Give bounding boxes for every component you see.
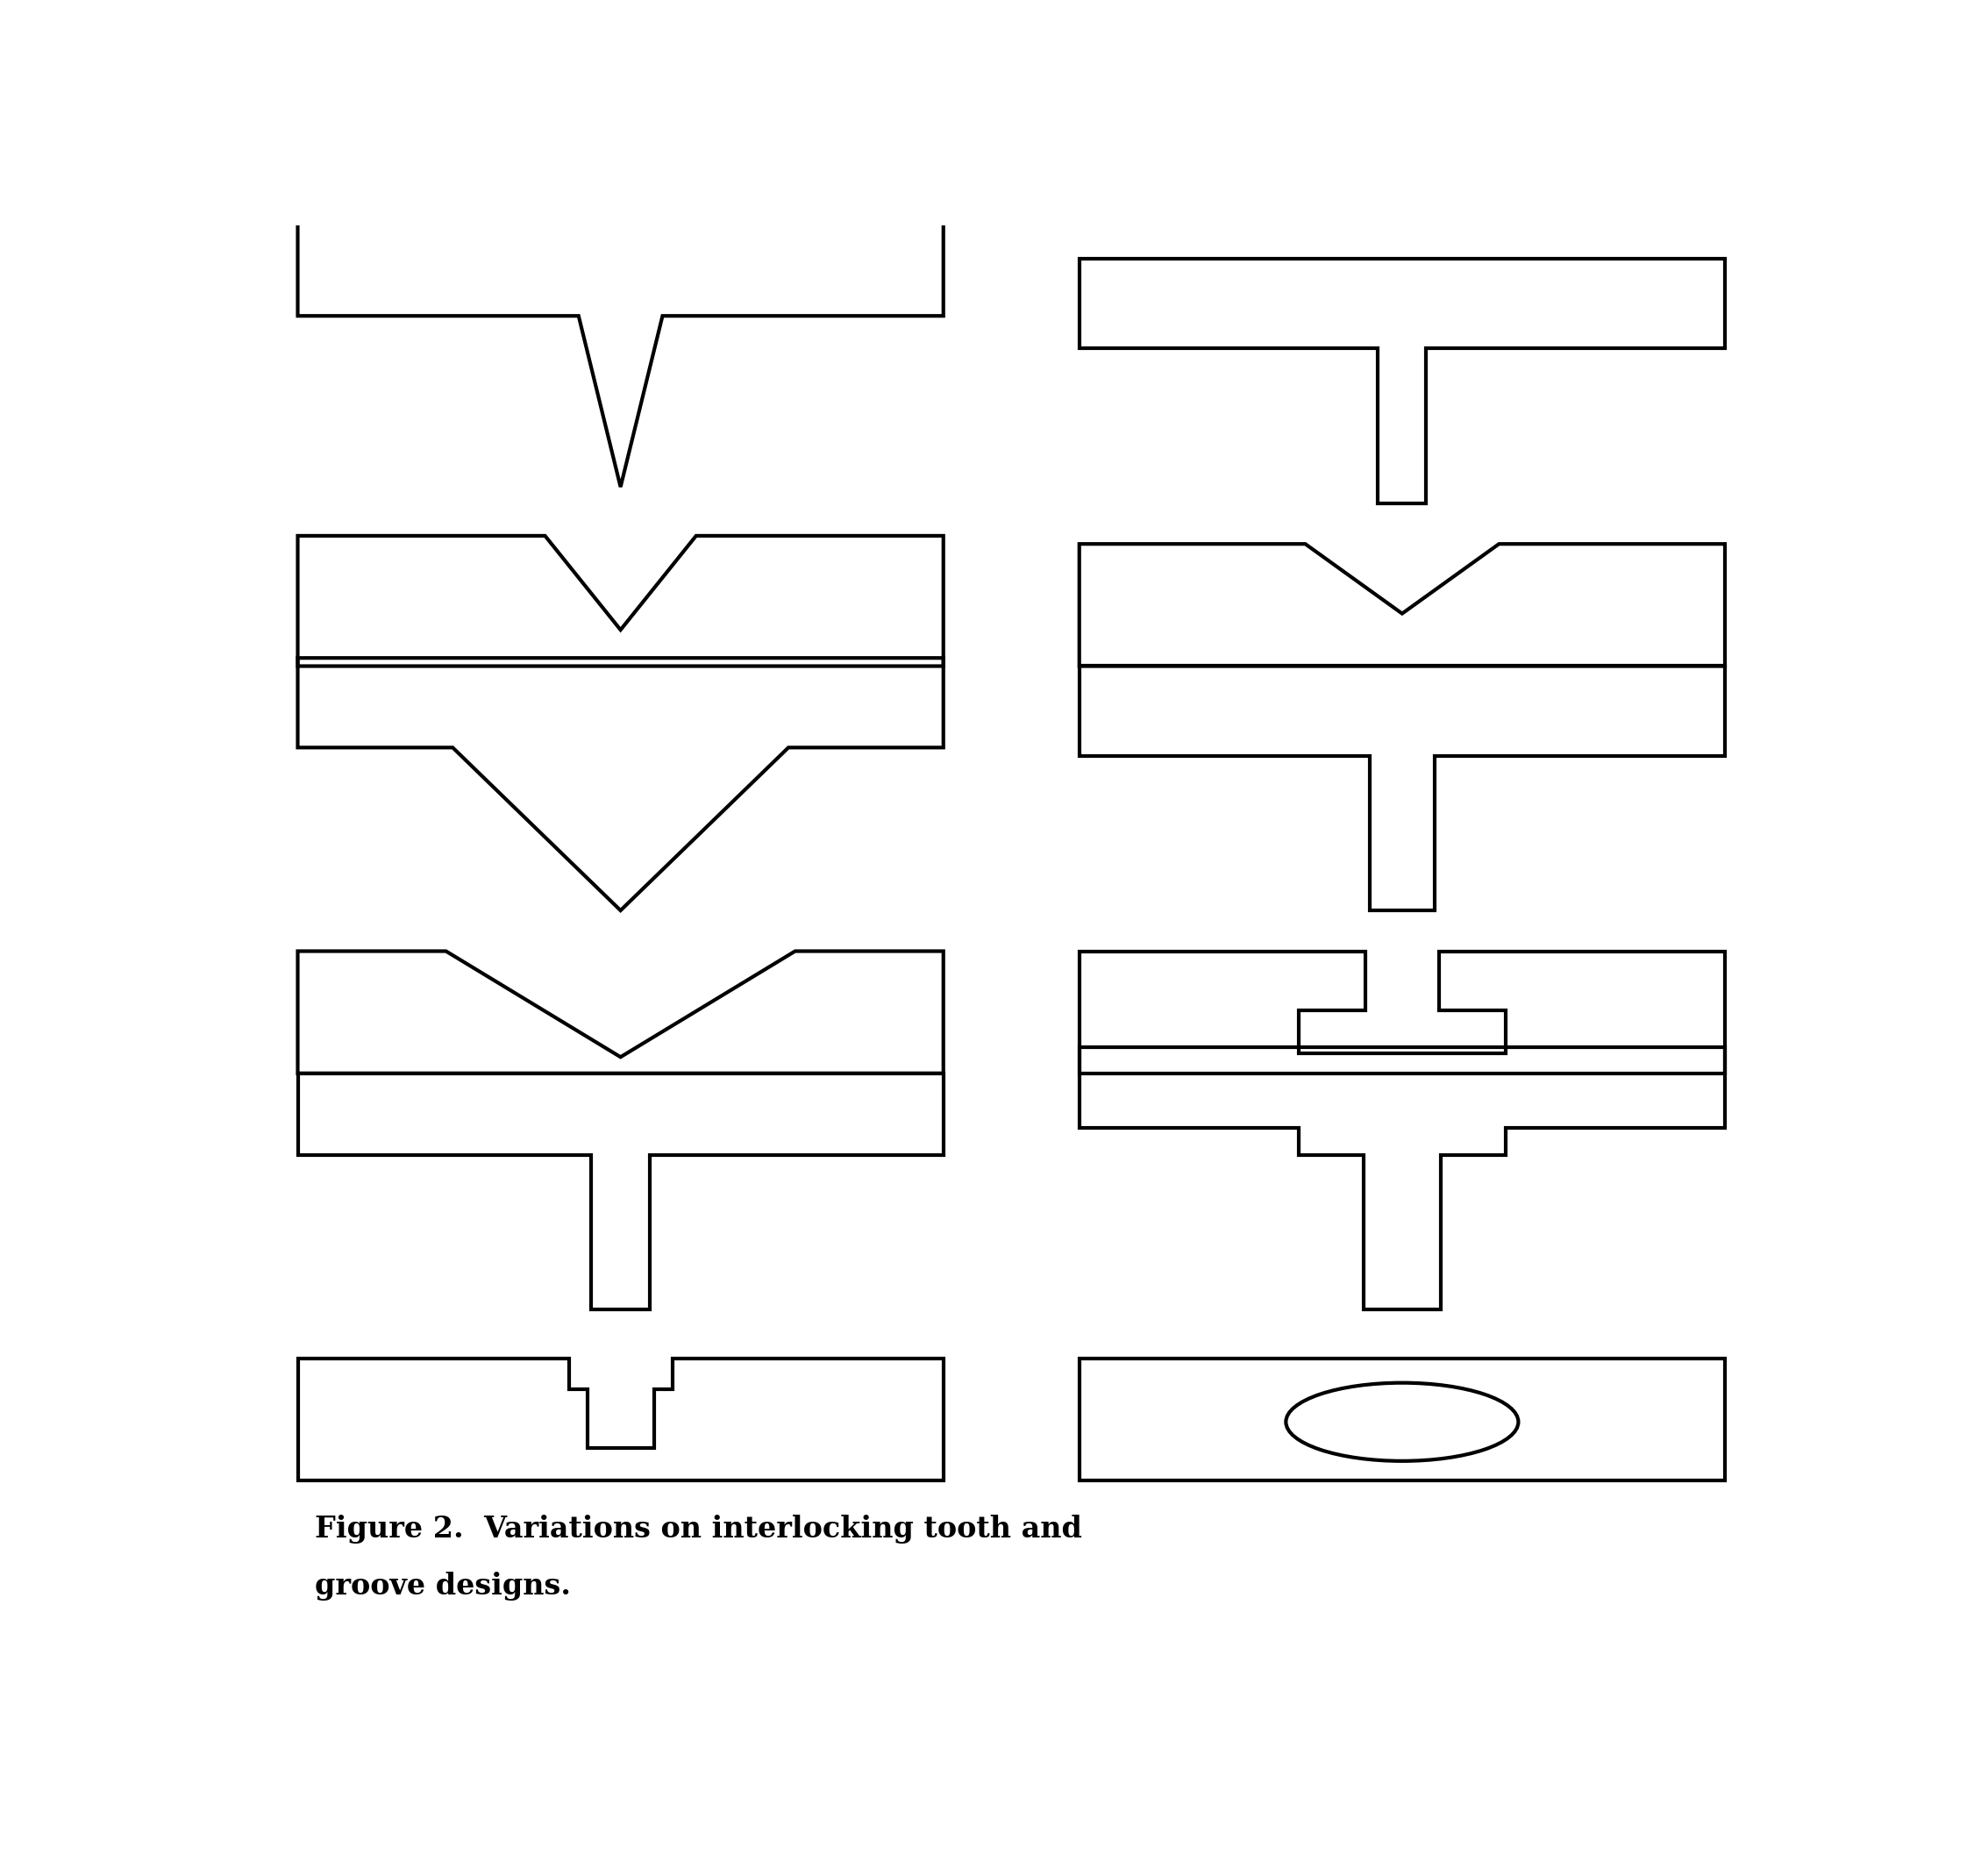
Text: groove designs.: groove designs. — [314, 1572, 570, 1600]
Polygon shape — [1080, 666, 1725, 910]
Polygon shape — [298, 537, 944, 666]
Polygon shape — [298, 1358, 944, 1480]
Polygon shape — [1080, 259, 1725, 503]
Ellipse shape — [1285, 1383, 1518, 1461]
Polygon shape — [298, 658, 944, 910]
Polygon shape — [1080, 544, 1725, 666]
Polygon shape — [1080, 1358, 1725, 1480]
Text: Figure 2.  Variations on interlocking tooth and: Figure 2. Variations on interlocking too… — [314, 1514, 1082, 1544]
Polygon shape — [1080, 1047, 1725, 1309]
Polygon shape — [298, 1073, 944, 1309]
Polygon shape — [298, 951, 944, 1073]
Polygon shape — [1080, 951, 1725, 1073]
Polygon shape — [298, 210, 944, 488]
